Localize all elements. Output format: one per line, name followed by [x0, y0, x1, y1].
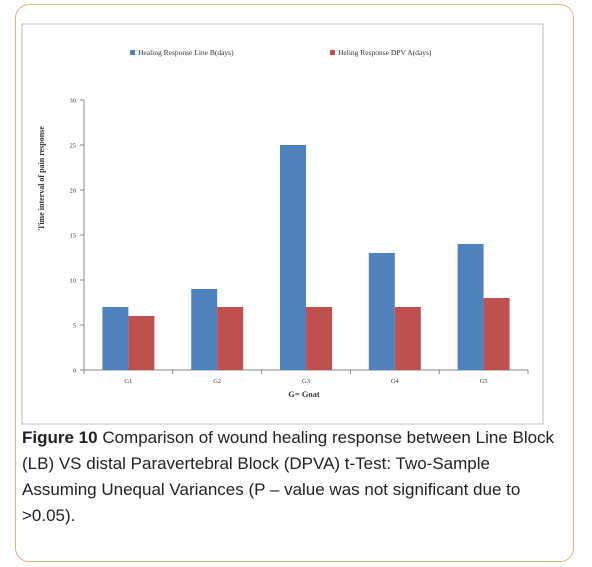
bar-dpva-g5 [483, 298, 510, 370]
x-tick-label: G4 [391, 378, 400, 385]
y-axis-label: Time interval of pain response [37, 126, 46, 230]
x-tick-label: G1 [124, 378, 132, 385]
bar-line-b-g5 [457, 244, 484, 370]
bar-line-b-g2 [191, 289, 218, 370]
legend-swatch [330, 50, 335, 55]
y-tick-label: 0 [73, 368, 76, 375]
bar-line-b-g3 [280, 145, 306, 370]
bars [102, 145, 510, 370]
bar-line-b-g4 [368, 253, 395, 370]
y-tick-label: 10 [70, 278, 77, 285]
legend-label: Healing Response Line B(days) [138, 48, 234, 57]
y-tick-label: 30 [70, 98, 77, 105]
x-tick-label: G3 [302, 378, 310, 385]
y-tick-label: 25 [70, 143, 77, 150]
legend-swatch [130, 50, 135, 55]
legend-label: Heling Response DPV A(days) [338, 48, 432, 57]
bar-dpva-g4 [394, 307, 421, 370]
y-tick-label: 5 [73, 323, 76, 330]
y-tick-label: 20 [70, 188, 77, 195]
legend: Healing Response Line B(days) Heling Resp… [130, 48, 432, 57]
caption-text: Comparison of wound healing response bet… [22, 428, 555, 525]
bar-dpva-g1 [128, 316, 155, 370]
x-axis-label: G= Goat [288, 389, 320, 399]
figure-caption: Figure 10 Comparison of wound healing re… [22, 425, 557, 529]
bar-dpva-g3 [306, 307, 332, 370]
caption-label: Figure 10 [22, 428, 98, 447]
bar-line-b-g1 [102, 307, 129, 370]
y-tick-label: 15 [70, 233, 77, 240]
x-tick-label: G2 [213, 378, 221, 385]
bar-dpva-g2 [217, 307, 244, 370]
x-tick-label: G5 [480, 378, 488, 385]
